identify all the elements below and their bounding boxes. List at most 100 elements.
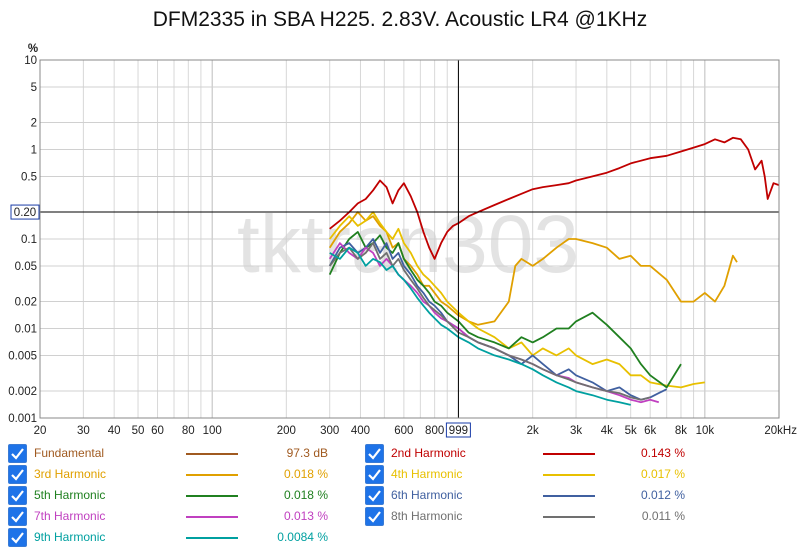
legend-swatch bbox=[543, 495, 595, 497]
check-icon bbox=[11, 532, 24, 544]
chart-title: DFM2335 in SBA H225. 2.83V. Acoustic LR4… bbox=[152, 8, 648, 31]
y-tick-label: 0.02 bbox=[15, 297, 37, 309]
legend-checkbox[interactable] bbox=[365, 507, 384, 526]
legend-name: 2nd Harmonic bbox=[391, 446, 466, 460]
cursor-x-label: 999 bbox=[449, 425, 468, 437]
legend-checkbox[interactable] bbox=[8, 507, 27, 526]
cursor: 0.20 999 bbox=[10, 60, 779, 438]
series-layer bbox=[328, 136, 780, 406]
y-unit-label: % bbox=[28, 43, 38, 55]
cursor-x-box bbox=[445, 422, 471, 438]
x-tick-label: 20 bbox=[34, 425, 47, 437]
plot-frame bbox=[39, 59, 780, 419]
legend-value: 0.013 % bbox=[283, 509, 328, 523]
x-tick-label: 4k bbox=[601, 425, 613, 437]
x-tick-label: 800 bbox=[425, 425, 444, 437]
x-tick-label: 60 bbox=[151, 425, 164, 437]
legend-entry[interactable]: 9th Harmonic 0.0084 % bbox=[8, 528, 348, 548]
x-tick-label: 400 bbox=[351, 425, 370, 437]
legend-name: 5th Harmonic bbox=[34, 488, 106, 502]
legend-checkbox[interactable] bbox=[8, 528, 27, 547]
legend-swatch bbox=[543, 474, 595, 476]
legend-checkbox[interactable] bbox=[365, 465, 384, 484]
y-tick-label: 0.001 bbox=[8, 413, 37, 425]
series-line-3h bbox=[328, 211, 738, 326]
legend-checkbox[interactable] bbox=[8, 444, 27, 463]
legend-entry[interactable]: 2nd Harmonic 0.143 % bbox=[365, 444, 705, 464]
y-tick-label: 0.05 bbox=[15, 261, 37, 273]
legend-name: 9th Harmonic bbox=[34, 530, 106, 544]
x-tick-label: 3k bbox=[570, 425, 582, 437]
legend-swatch bbox=[186, 495, 238, 497]
legend-value: 0.018 % bbox=[283, 467, 328, 481]
legend-checkbox[interactable] bbox=[365, 486, 384, 505]
legend-swatch bbox=[543, 516, 595, 518]
legend-value: 0.011 % bbox=[641, 509, 685, 523]
legend-value: 0.018 % bbox=[283, 488, 328, 502]
legend-value: 0.143 % bbox=[640, 446, 685, 460]
x-tick-label: 30 bbox=[77, 425, 90, 437]
check-icon bbox=[368, 448, 381, 460]
legend-swatch bbox=[543, 453, 595, 455]
legend-name: 6th Harmonic bbox=[391, 488, 463, 502]
legend-checkbox[interactable] bbox=[8, 486, 27, 505]
check-icon bbox=[11, 469, 24, 481]
x-tick-label: 40 bbox=[108, 425, 121, 437]
y-tick-label: 1 bbox=[31, 145, 37, 157]
y-tick-label: 0.002 bbox=[8, 386, 37, 398]
y-tick-label: 5 bbox=[31, 82, 37, 94]
legend-entry[interactable]: 8th Harmonic 0.011 % bbox=[365, 507, 705, 527]
legend-name: 8th Harmonic bbox=[391, 509, 463, 523]
x-tick-label: 80 bbox=[182, 425, 195, 437]
legend-swatch bbox=[186, 474, 238, 476]
legend: Fundamental 97.3 dB 3rd Harmonic 0.018 % 5th… bbox=[0, 440, 800, 550]
y-tick-label: 0.005 bbox=[8, 350, 37, 362]
x-tick-label: 20kHz bbox=[764, 425, 797, 437]
y-tick-label: 10 bbox=[24, 55, 37, 67]
axes: %105210.50.10.050.020.010.0050.0020.0012… bbox=[8, 43, 797, 437]
legend-value: 0.017 % bbox=[640, 467, 685, 481]
check-icon bbox=[11, 490, 24, 502]
legend-checkbox[interactable] bbox=[8, 465, 27, 484]
legend-swatch bbox=[186, 516, 238, 518]
x-tick-label: 6k bbox=[644, 425, 656, 437]
y-tick-label: 2 bbox=[31, 118, 37, 130]
legend-swatch bbox=[186, 537, 238, 539]
legend-entry[interactable]: 4th Harmonic 0.017 % bbox=[365, 465, 705, 485]
legend-value: 0.0084 % bbox=[277, 530, 328, 544]
y-tick-label: 0.5 bbox=[21, 171, 37, 183]
x-tick-label: 10k bbox=[696, 425, 715, 437]
check-icon bbox=[11, 511, 24, 523]
legend-name: 7th Harmonic bbox=[34, 509, 106, 523]
x-tick-label: 100 bbox=[203, 425, 222, 437]
legend-entry[interactable]: 6th Harmonic 0.012 % bbox=[365, 486, 705, 506]
legend-name: 3rd Harmonic bbox=[34, 467, 107, 481]
x-tick-label: 600 bbox=[394, 425, 413, 437]
legend-entry[interactable]: 5th Harmonic 0.018 % bbox=[8, 486, 348, 506]
series-line-9h bbox=[329, 246, 631, 406]
legend-name: Fundamental bbox=[34, 446, 105, 460]
y-tick-label: 0.1 bbox=[21, 234, 37, 246]
legend-name: 4th Harmonic bbox=[391, 467, 463, 481]
legend-entry[interactable]: 3rd Harmonic 0.018 % bbox=[8, 465, 348, 485]
series-line-4h bbox=[328, 211, 705, 389]
legend-entry[interactable]: 7th Harmonic 0.013 % bbox=[8, 507, 348, 527]
check-icon bbox=[368, 511, 381, 523]
x-tick-label: 300 bbox=[320, 425, 339, 437]
series-line-8h bbox=[328, 242, 651, 401]
legend-value: 0.012 % bbox=[640, 488, 685, 502]
x-tick-label: 2k bbox=[527, 425, 539, 437]
x-tick-label: 50 bbox=[132, 425, 145, 437]
y-tick-label: 0.01 bbox=[15, 324, 37, 336]
legend-value: 97.3 dB bbox=[286, 446, 328, 460]
legend-entry[interactable]: Fundamental 97.3 dB bbox=[8, 444, 348, 464]
series-line-2h bbox=[329, 136, 780, 260]
check-icon bbox=[368, 469, 381, 481]
check-icon bbox=[368, 490, 381, 502]
x-tick-label: 5k bbox=[625, 425, 637, 437]
legend-checkbox[interactable] bbox=[365, 444, 384, 463]
check-icon bbox=[11, 448, 24, 460]
x-tick-label: 200 bbox=[277, 425, 296, 437]
x-tick-label: 8k bbox=[675, 425, 687, 437]
